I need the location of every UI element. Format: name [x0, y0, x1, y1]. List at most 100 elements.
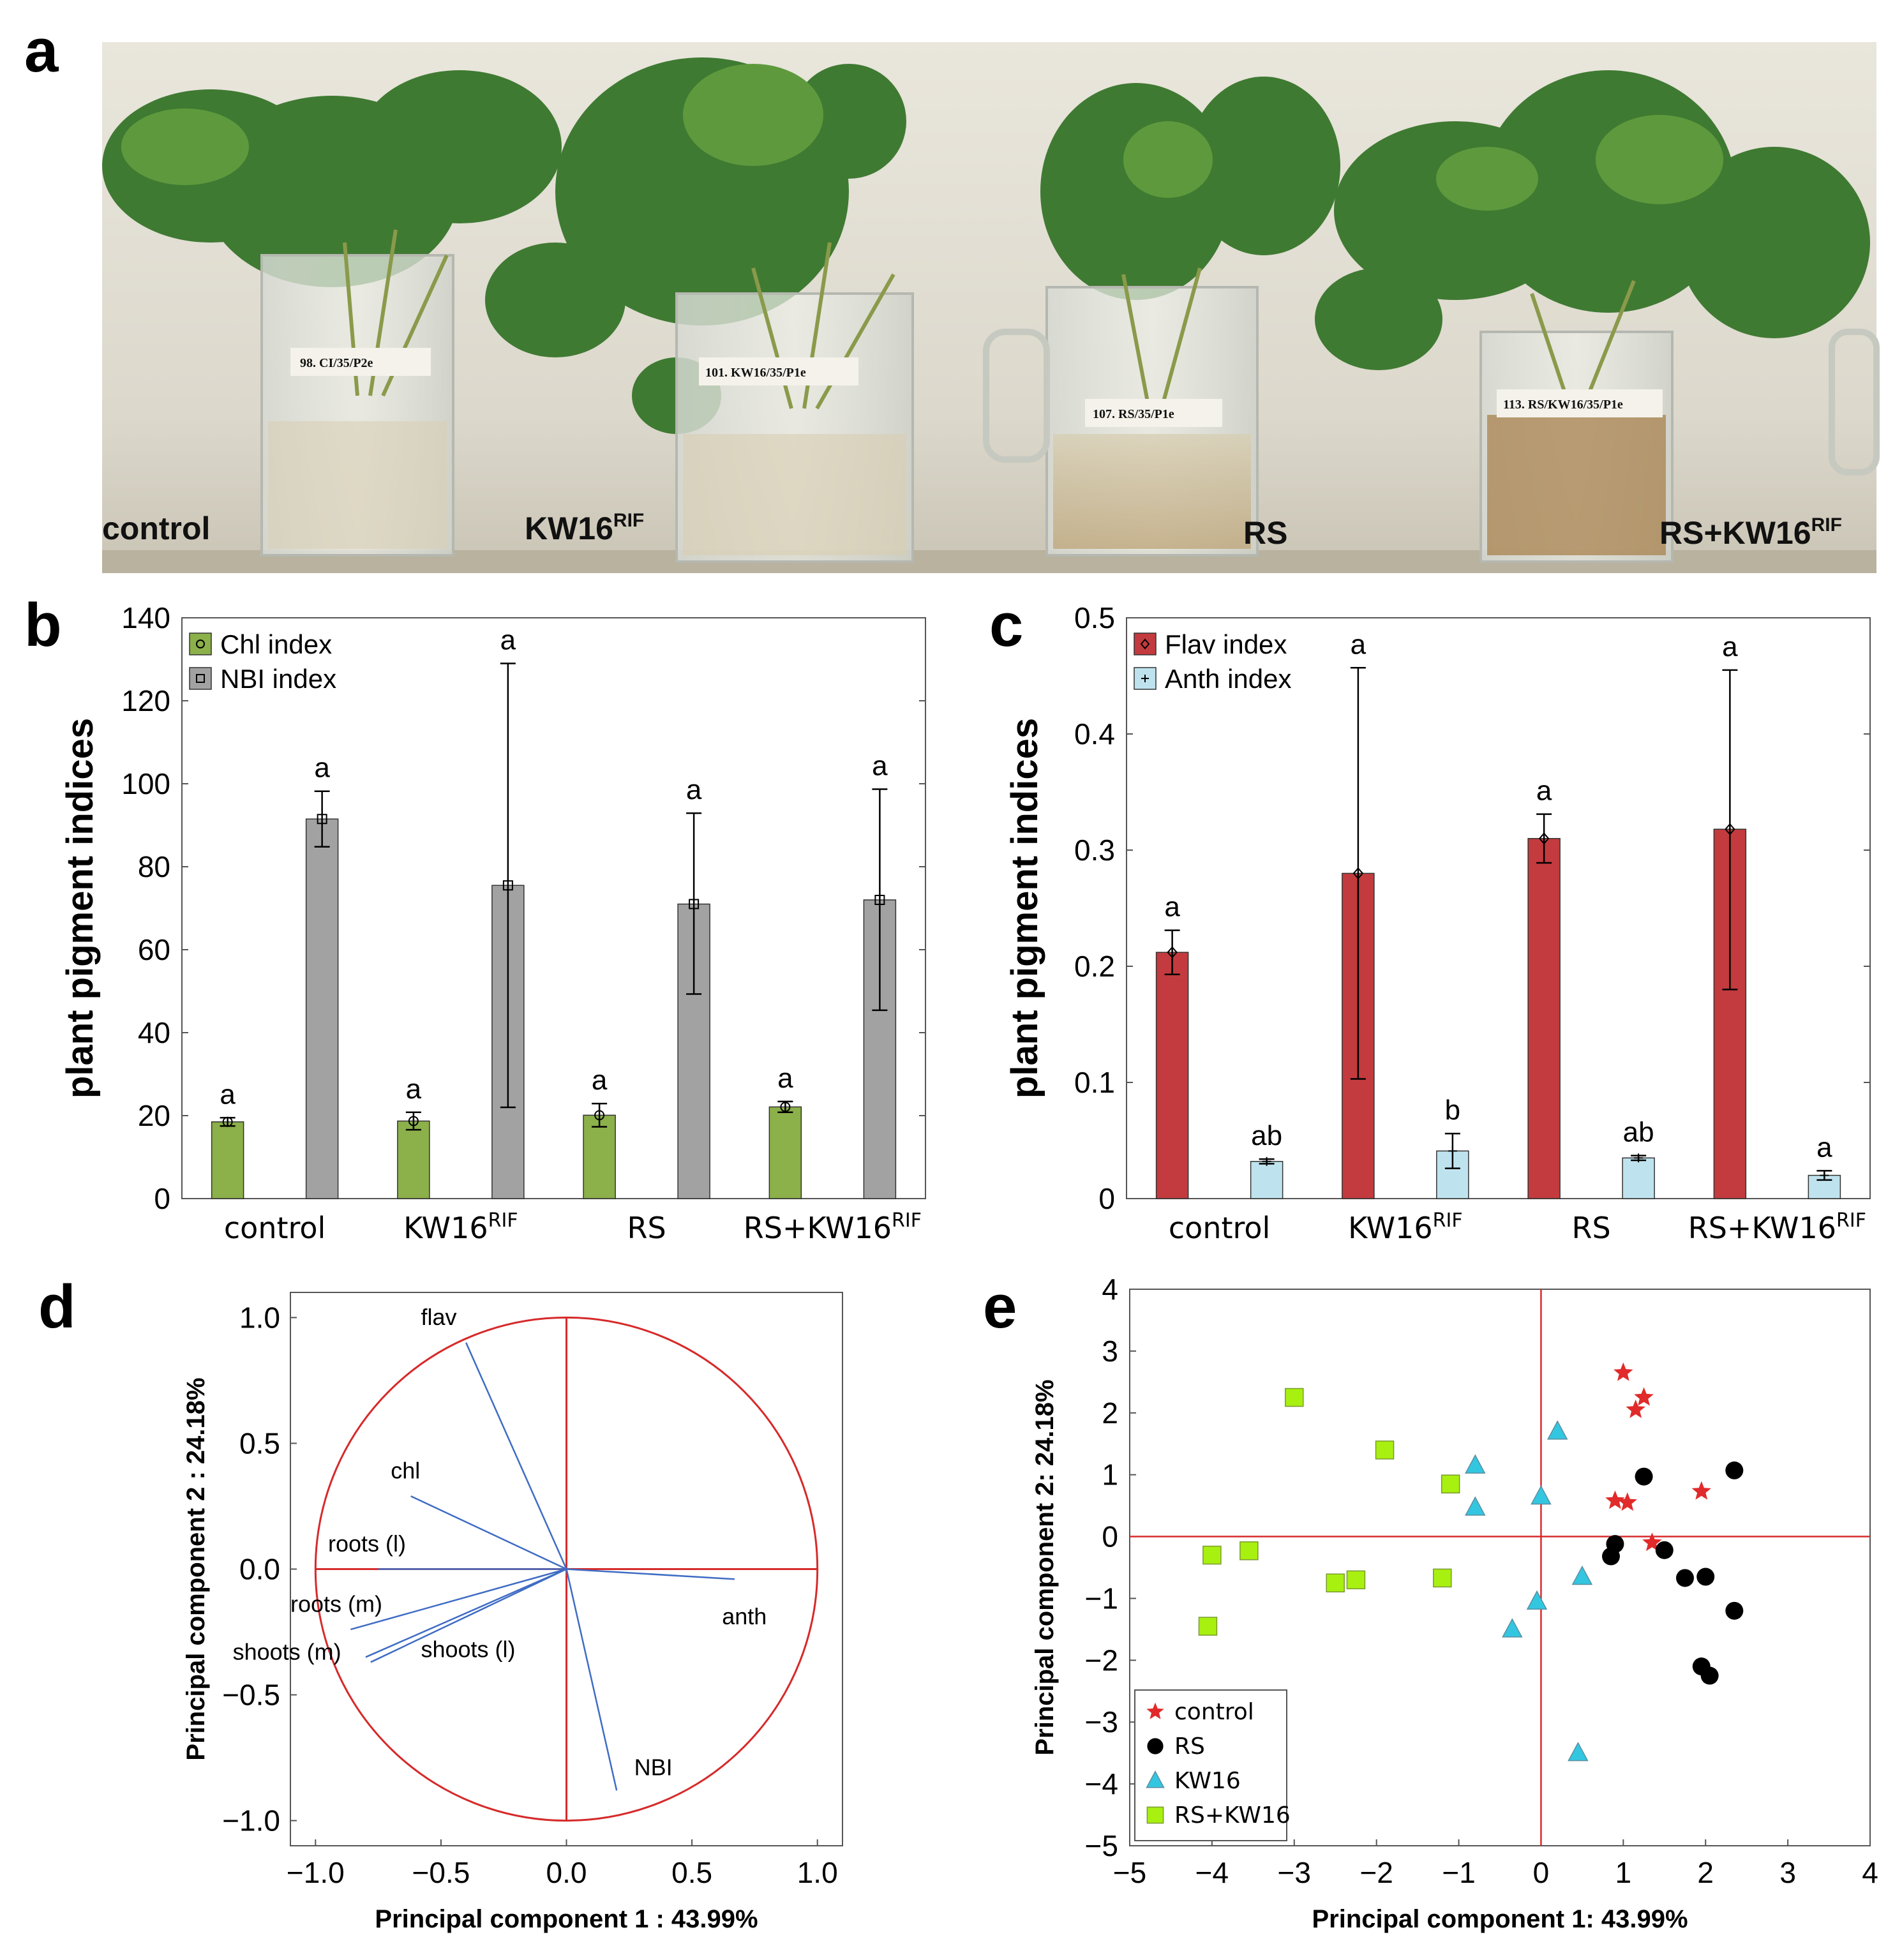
category-label: KW16RIF — [1348, 1209, 1463, 1245]
legend-label: Flav index — [1165, 629, 1287, 659]
significance-letter: ab — [1251, 1120, 1282, 1151]
y-tick-label: 20 — [138, 1099, 170, 1132]
significance-letter: a — [314, 752, 330, 784]
data-point-rs — [1676, 1569, 1694, 1587]
x-tick-label: −5 — [1113, 1856, 1146, 1889]
y-tick-label: 0 — [154, 1182, 170, 1215]
x-tick-label: −3 — [1278, 1856, 1311, 1889]
loading-vector — [565, 1569, 618, 1791]
x-tick-label: 3 — [1779, 1856, 1796, 1889]
y-tick-label: 0.3 — [1074, 834, 1115, 867]
vector-label: chl — [391, 1458, 420, 1484]
vector-label: roots (m) — [290, 1590, 382, 1617]
y-tick-label: 0.5 — [239, 1426, 280, 1460]
x-tick-label: 0 — [1533, 1856, 1550, 1889]
y-axis-label: plant pigment indices — [59, 718, 101, 1098]
data-point-kw16 — [1546, 1420, 1568, 1440]
panel-letter-e: e — [983, 1273, 1017, 1341]
loading-vector — [465, 1342, 567, 1570]
significance-letter: a — [1722, 631, 1738, 662]
data-point-control — [1691, 1481, 1711, 1500]
y-tick-label: 60 — [138, 933, 170, 966]
legend-marker — [196, 640, 205, 648]
x-axis-label: Principal component 1 : 43.99% — [375, 1905, 758, 1933]
data-point-kw16 — [1571, 1565, 1593, 1585]
loading-vector — [370, 1568, 567, 1663]
chart-c: 0 0.1 0.2 0.3 0.4 0.5 plant pigment indices con… — [1004, 601, 1871, 1245]
y-tick-label: 140 — [121, 601, 170, 634]
mean-marker — [408, 1116, 419, 1126]
vector-label: NBI — [634, 1754, 673, 1781]
data-point-kw16 — [1531, 1485, 1552, 1505]
vector-label: shoots (m) — [233, 1638, 341, 1665]
data-point-rs — [1696, 1567, 1715, 1586]
plot-frame — [1129, 1289, 1871, 1846]
data-point-rs-kw16 — [1285, 1388, 1304, 1407]
y-tick-label: 1.0 — [239, 1301, 280, 1334]
y-tick-label: 0 — [1098, 1182, 1115, 1215]
x-tick-label: 0.0 — [546, 1856, 587, 1889]
mean-marker — [1167, 946, 1178, 959]
tag-rskw16: 113. RS/KW16/35/P1e — [1503, 398, 1623, 412]
mean-marker — [1725, 823, 1735, 835]
mean-marker — [317, 814, 327, 825]
legend-label: control — [1174, 1699, 1254, 1725]
bar — [211, 1121, 244, 1199]
panel-letter-b: b — [24, 591, 62, 659]
bar — [397, 1120, 430, 1199]
y-tick-label: −0.5 — [222, 1679, 280, 1712]
bar — [768, 1106, 802, 1199]
y-tick-label: 1 — [1102, 1458, 1118, 1492]
loading-vector — [566, 1568, 735, 1580]
mean-marker — [1262, 1156, 1271, 1166]
y-tick-label: 120 — [121, 684, 170, 717]
data-point-control — [1605, 1490, 1625, 1509]
data-point-rs — [1602, 1547, 1620, 1566]
x-tick-label: −1.0 — [287, 1856, 345, 1889]
vector-label: flav — [421, 1304, 456, 1330]
legend-label: Chl index — [220, 629, 332, 659]
data-point-rs — [1725, 1461, 1744, 1479]
category-label: control — [1169, 1211, 1270, 1245]
y-tick-label: 4 — [1102, 1273, 1118, 1306]
legend-marker — [1146, 1702, 1164, 1719]
significance-letter: a — [220, 1079, 236, 1110]
photo-label-rs: RS — [1243, 515, 1287, 551]
data-point-rs — [1655, 1541, 1674, 1559]
y-tick-label: −5 — [1085, 1829, 1118, 1862]
data-point-rs-kw16 — [1198, 1617, 1218, 1636]
y-tick-label: −2 — [1085, 1643, 1118, 1677]
mean-marker — [780, 1102, 791, 1112]
y-tick-label: 0 — [1102, 1520, 1118, 1553]
legend-marker — [1147, 1738, 1164, 1754]
x-tick-label: −1 — [1442, 1856, 1475, 1889]
y-tick-label: 80 — [138, 850, 170, 883]
vector-label: roots (l) — [328, 1530, 406, 1557]
mean-marker — [1352, 867, 1364, 879]
data-point-rs — [1700, 1666, 1719, 1685]
category-label: KW16RIF — [403, 1209, 518, 1245]
x-tick-label: 1.0 — [797, 1856, 838, 1889]
x-tick-label: −2 — [1359, 1856, 1393, 1889]
y-tick-label: 2 — [1102, 1396, 1118, 1430]
bar — [1622, 1157, 1655, 1199]
loading-vector — [410, 1495, 567, 1570]
legend-swatch — [189, 667, 212, 690]
y-tick-label: −4 — [1085, 1767, 1118, 1800]
category-label: RS — [627, 1211, 666, 1245]
legend-marker — [1141, 675, 1149, 682]
y-tick-label: 3 — [1102, 1335, 1118, 1368]
legend-label: NBI index — [220, 664, 336, 694]
photo-label-rskw16: RS+KW16RIF — [1659, 514, 1842, 551]
loading-vector — [350, 1568, 567, 1631]
legend-marker — [1146, 1770, 1165, 1788]
y-tick-label: 100 — [121, 767, 170, 800]
significance-letter: b — [1445, 1095, 1460, 1126]
x-tick-label: 0.5 — [671, 1856, 712, 1889]
data-point-rs-kw16 — [1202, 1545, 1222, 1565]
y-tick-label: 0.4 — [1074, 717, 1115, 751]
data-point-kw16 — [1568, 1742, 1589, 1762]
data-point-kw16 — [1465, 1496, 1486, 1516]
category-label: RS+KW16RIF — [744, 1209, 922, 1245]
